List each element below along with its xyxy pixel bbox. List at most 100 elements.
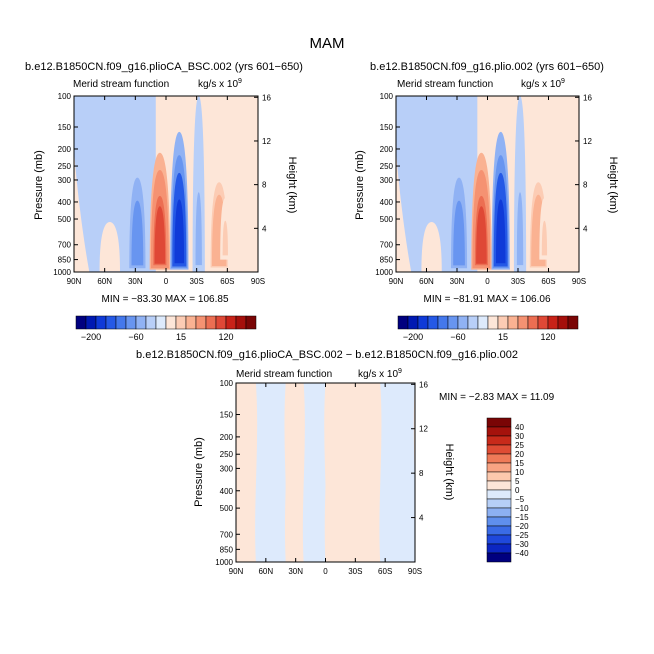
- contour-level: [454, 210, 464, 264]
- y-axis-label: Pressure (mb): [33, 150, 45, 220]
- y-tick-label: 400: [380, 198, 394, 207]
- colorbar-swatch: [486, 498, 512, 509]
- units-text: kg/s x 10: [198, 79, 238, 90]
- colorbar-swatch: [125, 315, 137, 330]
- colorbar-swatch: [417, 315, 429, 330]
- colorbar-swatch: [195, 315, 207, 330]
- colorbar-swatch: [437, 315, 449, 330]
- stats-label: MIN = −2.83 MAX = 11.09: [439, 392, 555, 403]
- main-title: MAM: [310, 35, 345, 52]
- colorbar-label: −5: [515, 495, 525, 504]
- panel-plioca-bsc: b.e12.B1850CN.f09_g16.plioCA_BSC.002 (yr…: [25, 61, 303, 305]
- x-tick-label: 30N: [128, 277, 143, 286]
- colorbar-label: −15: [515, 513, 529, 522]
- colorbar-swatch: [486, 480, 512, 491]
- x-tick-label: 30N: [288, 567, 303, 576]
- y-tick-label: 200: [220, 433, 234, 442]
- y-tick-label: 100: [380, 92, 394, 101]
- y-right-tick-label: 16: [583, 93, 592, 102]
- colorbar-swatch: [447, 315, 459, 330]
- units-label: kg/s x 109: [521, 78, 565, 90]
- colorbar-swatch: [75, 315, 87, 330]
- colorbar-swatch: [245, 315, 257, 330]
- x-tick-label: 90S: [251, 277, 265, 286]
- y-tick-label: 150: [380, 123, 394, 132]
- contour-layer: [74, 96, 258, 272]
- y-tick-label: 1000: [215, 558, 233, 567]
- contour-level: [541, 220, 548, 256]
- x-tick-label: 60N: [419, 277, 434, 286]
- x-tick-label: 90N: [67, 277, 82, 286]
- y-tick-label: 700: [380, 241, 394, 250]
- colorbar-label: −200: [403, 332, 423, 342]
- colorbar-label: 120: [218, 332, 233, 342]
- colorbar-swatch: [105, 315, 117, 330]
- x-tick-label: 90N: [229, 567, 244, 576]
- colorbar-swatch: [486, 471, 512, 482]
- colorbar-label: −60: [450, 332, 465, 342]
- colorbar-swatch: [486, 417, 512, 428]
- contour-layer: [236, 383, 415, 562]
- y-tick-label: 850: [58, 256, 72, 265]
- colorbar-swatch: [567, 315, 579, 330]
- panel-title: b.e12.B1850CN.f09_g16.plio.002 (yrs 601−…: [370, 61, 604, 73]
- y-right-tick-label: 4: [583, 224, 588, 233]
- colorbar-label: −25: [515, 531, 529, 540]
- x-tick-label: 90S: [408, 567, 422, 576]
- y-tick-label: 700: [58, 241, 72, 250]
- colorbar-swatch: [215, 315, 227, 330]
- colorbar-swatch: [115, 315, 127, 330]
- x-tick-label: 30S: [190, 277, 204, 286]
- colorbar-swatch: [185, 315, 197, 330]
- panel-title: b.e12.B1850CN.f09_g16.plioCA_BSC.002 (yr…: [25, 61, 303, 73]
- y-tick-label: 150: [220, 411, 234, 420]
- y-tick-label: 850: [220, 545, 234, 554]
- y-right-tick-label: 4: [262, 224, 267, 233]
- x-tick-label: 60S: [378, 567, 392, 576]
- contour-level: [495, 199, 506, 264]
- contour-level: [476, 206, 487, 264]
- contour-level: [104, 239, 116, 268]
- y-axis-label: Pressure (mb): [193, 437, 205, 507]
- colorbar-swatch: [457, 315, 469, 330]
- units-exponent: 9: [561, 78, 565, 85]
- y-tick-label: 300: [58, 176, 72, 185]
- colorbar-swatch: [486, 453, 512, 464]
- y-tick-label: 250: [220, 450, 234, 459]
- colorbar-swatch: [155, 315, 167, 330]
- colorbar-label: 0: [515, 486, 520, 495]
- units-text: kg/s x 10: [358, 369, 398, 380]
- y-right-tick-label: 12: [262, 137, 271, 146]
- contour-band: [284, 383, 305, 562]
- x-tick-label: 60S: [541, 277, 555, 286]
- panel-plio: b.e12.B1850CN.f09_g16.plio.002 (yrs 601−…: [354, 61, 619, 305]
- y-right-tick-label: 8: [262, 181, 267, 190]
- colorbar-label: 20: [515, 450, 524, 459]
- x-tick-label: 90S: [572, 277, 586, 286]
- y-tick-label: 200: [58, 145, 72, 154]
- colorbar-swatch: [537, 315, 549, 330]
- y-tick-label: 1000: [53, 268, 71, 277]
- contour-level: [552, 192, 561, 266]
- y-tick-label: 500: [380, 215, 394, 224]
- stats-label: MIN = −83.30 MAX = 106.85: [101, 294, 228, 305]
- y-tick-label: 300: [220, 464, 234, 473]
- contour-level: [222, 220, 228, 256]
- y-axis-right-label: Height (km): [443, 444, 455, 501]
- x-tick-label: 30S: [511, 277, 525, 286]
- y-tick-label: 300: [380, 176, 394, 185]
- plot-area: 90N 60N 30N 0 30S 60S 90S 100 150 200 250 300 400 500…: [53, 92, 271, 286]
- colorbar-label: 40: [515, 423, 524, 432]
- stats-label: MIN = −81.91 MAX = 106.06: [423, 294, 550, 305]
- plot-area: 90N 60N 30N 0 30S 60S 90S 100 150 200 250 300 400 500…: [375, 92, 592, 286]
- colorbar-label: 15: [515, 459, 524, 468]
- x-tick-label: 60N: [258, 567, 273, 576]
- colorbar-swatch: [205, 315, 217, 330]
- colorbar-swatch: [547, 315, 559, 330]
- contour-level: [516, 192, 524, 266]
- colorbar-label: 15: [176, 332, 186, 342]
- colorbar-swatch: [486, 462, 512, 473]
- units-exponent: 9: [238, 78, 242, 85]
- colorbar-swatch: [165, 315, 177, 330]
